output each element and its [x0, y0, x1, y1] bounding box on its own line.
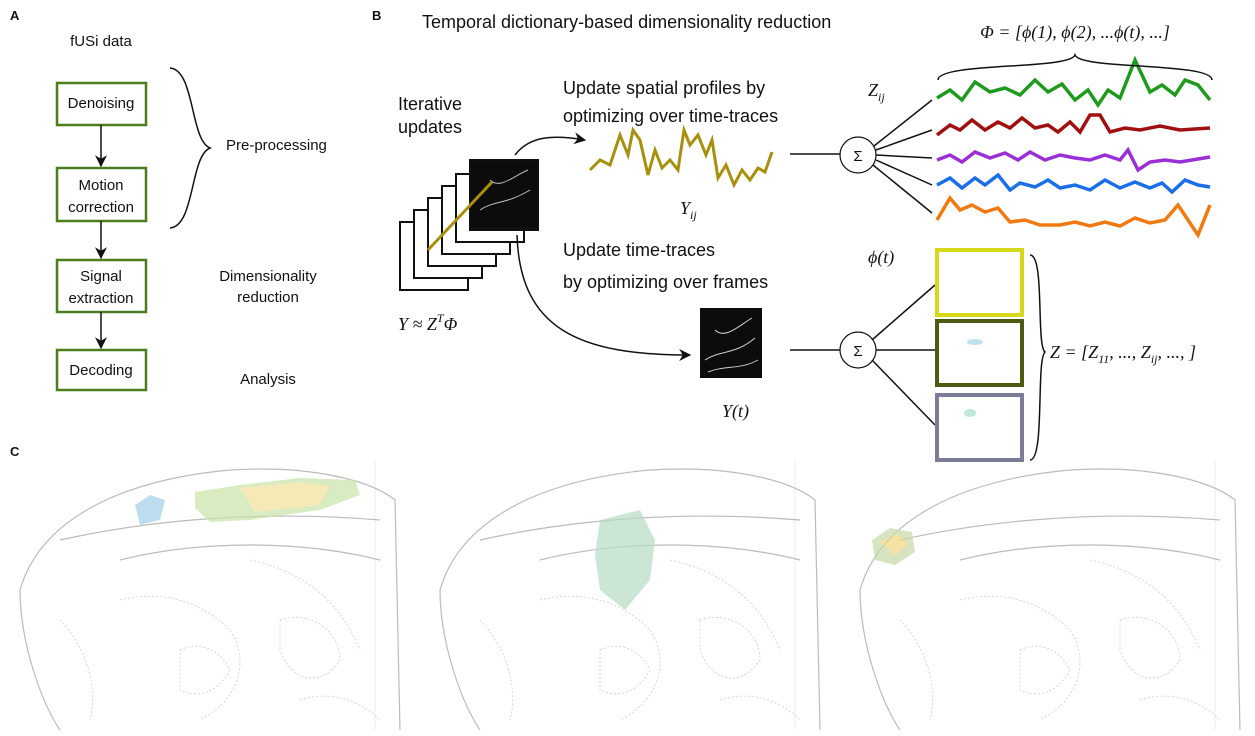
caption: Update time-traces	[563, 240, 715, 260]
panel-label: A	[10, 8, 20, 23]
math-label: Z = [Z11, ..., Zij, ..., ]	[1050, 342, 1196, 366]
spatial-map	[937, 321, 1022, 385]
caption: optimizing over time-traces	[563, 106, 778, 126]
caption: Update spatial profiles by	[563, 78, 765, 98]
brace	[938, 55, 1212, 80]
fan	[873, 100, 932, 213]
math-sub: ij	[690, 208, 697, 222]
panel-b: B Temporal dictionary-based dimensionali…	[372, 8, 1212, 460]
panel-title: Temporal dictionary-based dimensionality…	[422, 12, 831, 32]
math-part: Y ≈ Z	[398, 314, 438, 334]
fan	[872, 285, 935, 425]
brain-detail	[900, 560, 1220, 720]
step-label: correction	[68, 199, 134, 216]
math-sub: 11	[1098, 352, 1109, 366]
activation-blob	[964, 409, 976, 417]
figure: A fUSi data Denoising Motion correction …	[0, 0, 1255, 736]
math-label: Yij	[680, 198, 697, 222]
stage-label: Dimensionality	[219, 268, 317, 285]
dictionary-traces	[937, 60, 1210, 235]
math-part: Z = [Z	[1050, 342, 1099, 362]
step-label: Motion	[78, 177, 123, 194]
panel-label: B	[372, 8, 381, 23]
math-label: Y(t)	[722, 401, 749, 422]
brace	[170, 68, 210, 228]
arrow	[515, 137, 585, 155]
panel-a: A fUSi data Denoising Motion correction …	[10, 8, 327, 390]
sum-symbol: Σ	[853, 148, 862, 165]
panel-c: C	[10, 444, 1240, 730]
step-label: extraction	[68, 290, 133, 307]
panel-label: C	[10, 444, 20, 459]
stage-label: reduction	[237, 289, 299, 306]
math-label: Φ = [ϕ(1), ϕ(2), ...ϕ(t), ...]	[980, 22, 1170, 43]
stage-label: Pre-processing	[226, 137, 327, 154]
spatial-map	[937, 250, 1022, 315]
model-equation: Y ≈ ZTΦ	[398, 311, 458, 334]
panel-title: fUSi data	[70, 33, 132, 50]
step-label: Denoising	[68, 95, 135, 112]
brain-detail	[60, 560, 380, 720]
math-part: , ..., ]	[1157, 342, 1196, 362]
math-part: Φ	[444, 314, 458, 334]
caption: Iterative	[398, 94, 462, 114]
caption: updates	[398, 117, 462, 137]
math-part: , ..., Z	[1109, 342, 1152, 362]
time-trace	[590, 130, 772, 185]
step-label: Decoding	[69, 362, 132, 379]
stage-label: Analysis	[240, 371, 296, 388]
brain-section	[860, 460, 1240, 730]
spatial-map	[937, 395, 1022, 460]
math-label: Zij	[868, 80, 885, 104]
activation-maps	[135, 478, 915, 610]
caption: by optimizing over frames	[563, 272, 768, 292]
sum-symbol: Σ	[853, 343, 862, 360]
step-label: Signal	[80, 268, 122, 285]
math-sub: ij	[878, 90, 885, 104]
frame-stack	[400, 160, 538, 290]
activation-blob	[967, 339, 983, 345]
brace	[1030, 255, 1045, 460]
math-label: ϕ(t)	[868, 247, 894, 268]
